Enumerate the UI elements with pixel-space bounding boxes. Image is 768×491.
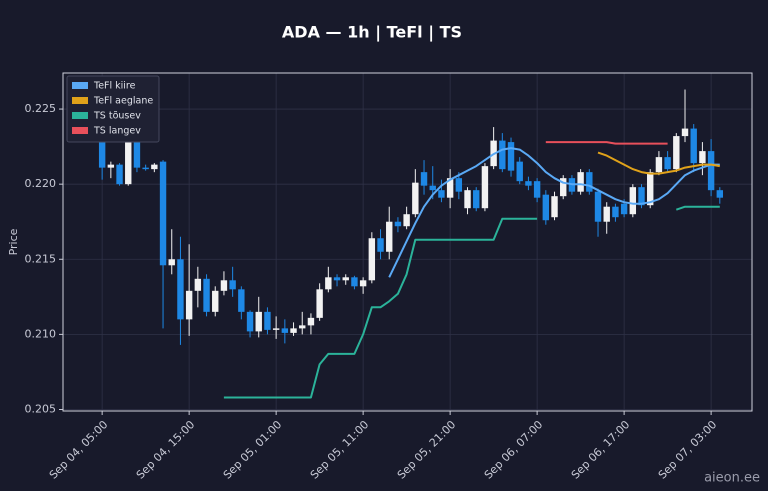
candle-body (638, 187, 645, 206)
candle-body (612, 206, 619, 218)
candle-body (716, 190, 724, 198)
y-tick-label: 0.220 (25, 177, 57, 190)
candle-body (368, 238, 376, 281)
candle-body (551, 196, 558, 218)
plot-frame (62, 72, 753, 412)
candle-body (246, 311, 254, 332)
candle-body (116, 164, 123, 185)
candle-body (272, 328, 280, 330)
candle-body (229, 280, 236, 290)
indicator-line (388, 147, 720, 278)
candle-body (281, 328, 289, 333)
candle-body (594, 191, 602, 222)
candle-body (438, 190, 445, 198)
candle-body (307, 317, 315, 326)
candle-body (325, 277, 332, 290)
candle-body (159, 161, 167, 266)
indicator-line (597, 151, 720, 175)
candle-body (299, 325, 306, 329)
legend-swatch (72, 127, 88, 134)
legend-swatch (72, 82, 88, 89)
candle-body (98, 136, 106, 168)
legend-box (66, 75, 160, 143)
candle-body (333, 277, 341, 281)
candle-body (586, 172, 593, 192)
candle-body (690, 128, 697, 164)
candle-body (542, 194, 550, 221)
candle-body (212, 290, 219, 312)
candle-body (647, 172, 654, 206)
candle-body (603, 206, 610, 222)
candle-body (412, 182, 419, 215)
candle-body (377, 238, 384, 252)
candle-body (264, 311, 271, 330)
candle-body (455, 178, 463, 192)
y-tick-label: 0.210 (25, 327, 57, 340)
candle-body (481, 166, 489, 209)
legend-label: TeFl kiire (93, 81, 136, 92)
candle-body (403, 214, 410, 227)
indicator-line (545, 141, 668, 145)
candle-body (151, 164, 158, 170)
candle-body (525, 181, 532, 186)
candle-body (185, 290, 193, 320)
candle-body (516, 161, 523, 182)
legend-label: TS tõusev (93, 111, 141, 122)
candle-body (673, 136, 680, 170)
candle-body (420, 172, 428, 186)
legend-swatch (72, 97, 88, 104)
candle-body (125, 139, 132, 185)
legend-label: TS langev (93, 126, 141, 137)
candle-body (707, 151, 715, 191)
y-tick-label: 0.205 (25, 402, 57, 415)
candle-body (664, 157, 671, 170)
y-tick-label: 0.215 (25, 252, 57, 265)
candle-body (499, 140, 506, 170)
candle-body (655, 157, 663, 173)
candle-body (560, 178, 567, 197)
candle-body (473, 190, 480, 209)
candle-body (238, 289, 245, 312)
candle-body (177, 259, 184, 320)
candle-body (220, 280, 228, 291)
indicator-line (223, 205, 720, 399)
candle-body (194, 278, 202, 291)
candle-body (394, 221, 402, 227)
candle-body (577, 172, 584, 192)
candle-body (386, 221, 393, 252)
candle-body (699, 151, 706, 164)
candle-body (168, 259, 175, 266)
candle-body (342, 277, 349, 281)
candle-body (464, 190, 471, 209)
y-tick-label: 0.225 (25, 102, 57, 115)
candle-body (507, 142, 515, 171)
y-axis-label: Price (7, 228, 20, 255)
legend-label: TeFl aeglane (93, 96, 153, 107)
candle-body (203, 278, 210, 312)
candle-body (629, 187, 637, 215)
candle-body (255, 311, 262, 332)
candle-body (359, 280, 367, 287)
candle-body (107, 164, 115, 168)
candle-body (142, 167, 149, 170)
candle-body (290, 328, 297, 333)
candle-body (620, 203, 628, 215)
watermark: aieon.ee (704, 471, 760, 486)
candle-body (446, 178, 454, 198)
candle-body (429, 185, 436, 191)
candle-body (681, 128, 689, 137)
legend-swatch (72, 112, 88, 119)
candle-body (533, 181, 541, 198)
candle-body (351, 277, 358, 287)
chart-title: ADA — 1h | TeFl | TS (282, 23, 462, 43)
candle-body (316, 289, 323, 318)
candle-body (133, 140, 141, 168)
